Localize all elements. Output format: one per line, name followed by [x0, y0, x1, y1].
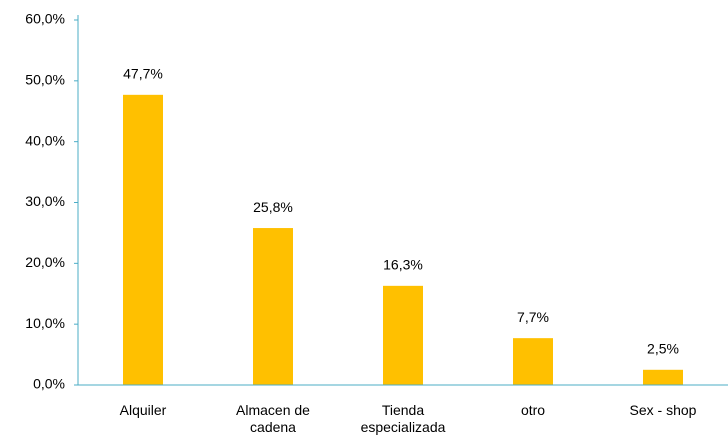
- x-tick-label: Almacen de cadena: [236, 402, 310, 435]
- data-label: 2,5%: [647, 340, 679, 356]
- data-label: 25,8%: [253, 199, 293, 215]
- bar: [513, 338, 553, 385]
- y-tick-label: 20,0%: [25, 254, 65, 270]
- y-tick-label: 60,0%: [25, 11, 65, 27]
- y-tick-label: 50,0%: [25, 72, 65, 88]
- bar: [643, 369, 683, 385]
- x-tick-label: Tienda especializada: [360, 402, 446, 435]
- bar: [383, 285, 423, 385]
- x-tick-label: otro: [520, 402, 546, 418]
- y-tick-label: 10,0%: [25, 315, 65, 331]
- y-tick-label: 30,0%: [25, 193, 65, 209]
- data-label: 47,7%: [123, 66, 163, 82]
- bar: [253, 228, 293, 385]
- data-label: 16,3%: [383, 257, 423, 273]
- bar: [123, 94, 163, 385]
- x-tick-label: Sex - shop: [629, 402, 697, 418]
- data-label: 7,7%: [517, 309, 549, 325]
- x-tick-label: Alquiler: [119, 402, 167, 418]
- y-tick-label: 40,0%: [25, 132, 65, 148]
- y-tick-label: 0,0%: [33, 376, 65, 392]
